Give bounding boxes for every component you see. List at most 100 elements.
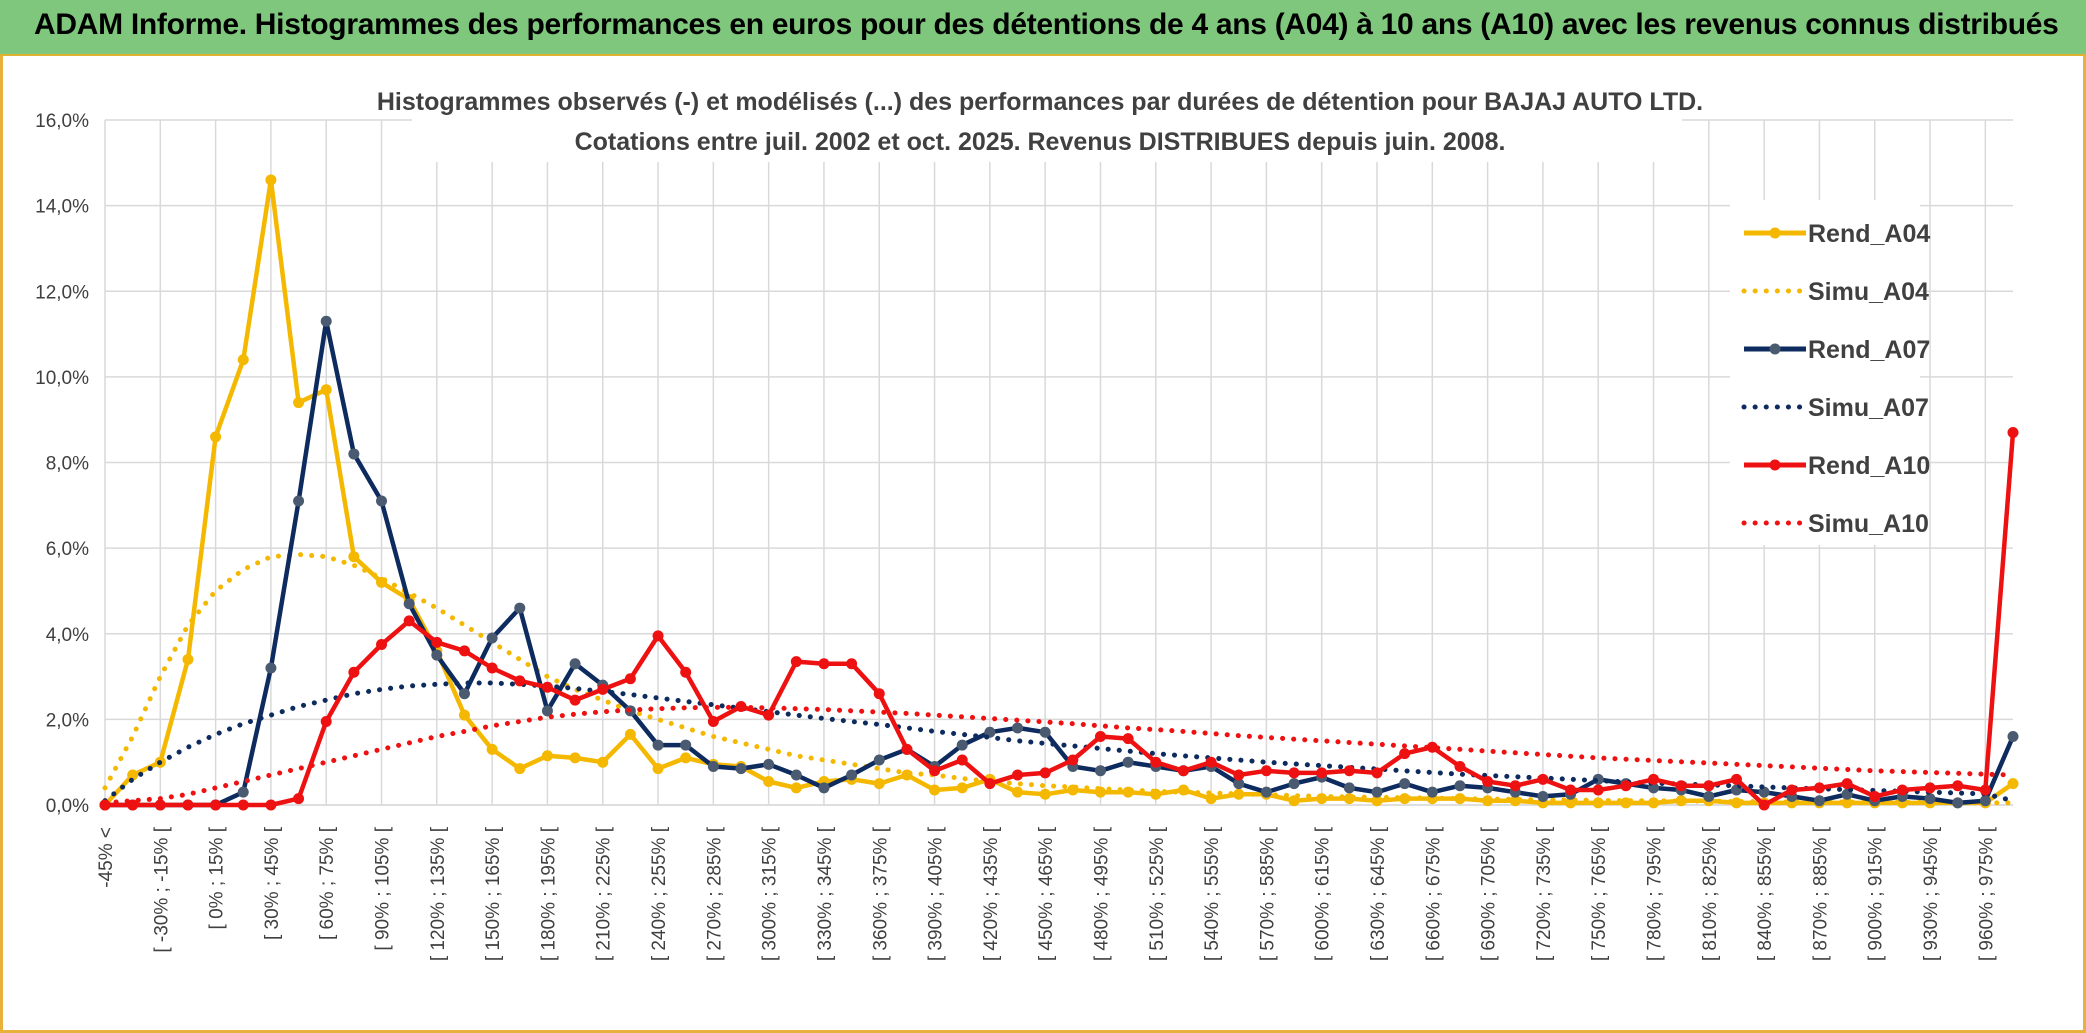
data-point (929, 784, 941, 796)
data-point (1537, 773, 1549, 785)
data-point (237, 354, 249, 366)
x-tick-label: [ 420% ; 435% [ (981, 826, 1002, 961)
data-point (1122, 756, 1134, 768)
data-point (1177, 765, 1189, 777)
data-point (790, 769, 802, 781)
x-tick-label: [ 210% ; 225% [ (594, 826, 615, 961)
data-point (486, 632, 498, 644)
data-point (486, 743, 498, 755)
data-point (846, 769, 858, 781)
series-line (103, 177, 2015, 807)
data-point (1703, 780, 1715, 792)
x-tick-label: [ 600% ; 615% [ (1313, 826, 1334, 961)
data-point (1426, 786, 1438, 798)
data-point (1426, 741, 1438, 753)
data-point (1399, 778, 1411, 790)
x-tick-label: [ 120% ; 135% [ (428, 826, 449, 961)
legend: Rend_A04 Simu_A04 Rend_A07 Simu_A07 Rend_A10… (1730, 200, 1930, 545)
data-point (1039, 767, 1051, 779)
y-tick-label: 12,0% (35, 282, 89, 303)
data-point (569, 658, 581, 670)
data-point (293, 397, 305, 409)
data-point (541, 681, 553, 693)
data-point (624, 673, 636, 685)
data-point (763, 758, 775, 770)
data-point (1233, 788, 1245, 800)
series-line (105, 318, 2016, 808)
x-tick-label: [ 840% ; 855% [ (1755, 826, 1776, 961)
data-point (1758, 786, 1770, 798)
data-point (237, 786, 249, 798)
x-tick-label: [ -30% ; -15% [ (151, 826, 172, 952)
data-point (1730, 773, 1742, 785)
x-tick-label: [ 270% ; 285% [ (704, 826, 725, 961)
x-tick-label: [ 660% ; 675% [ (1423, 826, 1444, 961)
legend-marker (1769, 227, 1781, 239)
data-point (1150, 756, 1162, 768)
data-point (2007, 778, 2019, 790)
legend-marker (1769, 343, 1781, 355)
x-tick-label: [ 510% ; 525% [ (1147, 826, 1168, 961)
data-point (1454, 760, 1466, 772)
data-point (348, 551, 360, 563)
series-line (102, 551, 2016, 806)
x-tick-label: [ 330% ; 345% [ (815, 826, 836, 961)
data-point (1952, 797, 1964, 809)
data-point (1896, 784, 1908, 796)
data-point (1205, 793, 1217, 805)
x-tick-label: [ 180% ; 195% [ (538, 826, 559, 961)
legend-label: Rend_A07 (1808, 336, 1930, 364)
data-point (1371, 767, 1383, 779)
data-point (1122, 733, 1134, 745)
data-point (1813, 795, 1825, 807)
data-point (1869, 790, 1881, 802)
data-point (1371, 786, 1383, 798)
data-point (320, 384, 332, 396)
data-point (541, 750, 553, 762)
legend-background (1730, 200, 1920, 545)
legend-label: Simu_A07 (1808, 394, 1929, 422)
data-point (431, 636, 443, 648)
x-tick-label: -45% < (96, 827, 117, 888)
data-point (569, 694, 581, 706)
data-point (1067, 754, 1079, 766)
data-point (790, 782, 802, 794)
data-point (403, 598, 415, 610)
x-tick-label: [ 240% ; 255% [ (649, 826, 670, 961)
data-point (2007, 427, 2019, 439)
x-tick-label: [ 90% ; 105% [ (373, 826, 394, 950)
data-point (2007, 731, 2019, 742)
y-tick-label: 10,0% (35, 368, 89, 389)
data-point (1039, 726, 1051, 738)
data-point (707, 760, 719, 772)
data-point (320, 315, 332, 327)
data-point (929, 765, 941, 777)
data-point (597, 756, 609, 768)
data-point (348, 448, 360, 460)
chart-frame (0, 56, 2086, 1033)
x-tick-label: [ 810% ; 825% [ (1700, 826, 1721, 961)
y-tick-label: 4,0% (46, 625, 89, 646)
chart-title-block: Histogrammes observés (-) et modélisés (… (377, 78, 1703, 162)
data-point (680, 666, 692, 678)
data-point (680, 752, 692, 764)
data-point (293, 793, 305, 805)
data-point (1758, 799, 1770, 811)
data-point (1343, 765, 1355, 777)
y-tick-label: 8,0% (46, 454, 89, 475)
data-point (956, 782, 968, 794)
data-point (1288, 767, 1300, 779)
data-point (1012, 722, 1024, 734)
x-tick-label: [ 570% ; 585% [ (1257, 826, 1278, 961)
data-point (873, 688, 885, 700)
data-point (1039, 788, 1051, 800)
data-point (293, 495, 305, 507)
legend-label: Rend_A10 (1808, 452, 1930, 480)
data-point (154, 799, 166, 811)
data-point (1924, 782, 1936, 794)
data-point (541, 705, 553, 717)
data-point (210, 431, 222, 443)
data-point (127, 769, 139, 781)
report-banner: ADAM Informe. Histogrammes des performan… (0, 0, 2086, 56)
data-point (1399, 748, 1411, 760)
